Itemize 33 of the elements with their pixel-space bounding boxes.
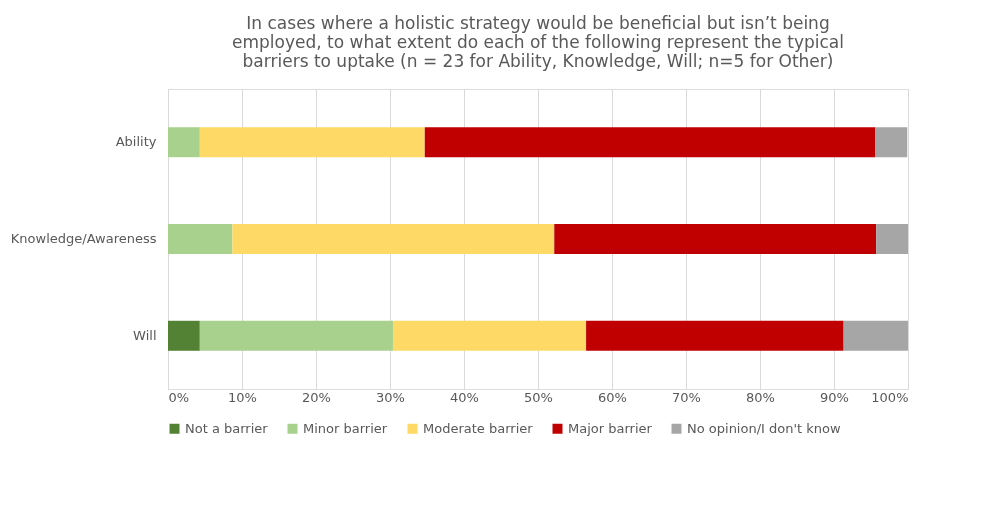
- x-tick-label: 70%: [672, 389, 701, 405]
- x-tick-label: 60%: [598, 389, 627, 405]
- bar: [424, 127, 876, 158]
- legend-label: Minor barrier: [303, 420, 388, 436]
- y-tick-label: Knowledge/Awareness: [10, 231, 157, 246]
- x-tick-label: 10%: [228, 389, 257, 405]
- bar: [392, 320, 587, 351]
- x-tick-label: 20%: [302, 389, 331, 405]
- bar: [876, 224, 908, 254]
- x-tick-label: 100%: [871, 389, 909, 405]
- chart-title: In cases where a holistic strategy would be beneficial but isn’t being employed, to what extent do each of the following represent the typical barriers to uptake (n = 23 for Ability, Knowledge, Will; n=5 for Other): [232, 13, 844, 71]
- bar: [586, 320, 844, 351]
- bar: [232, 224, 555, 254]
- bar: [168, 127, 200, 158]
- bar: [168, 224, 233, 254]
- x-tick-label: 30%: [376, 389, 405, 405]
- x-tick-label: 0%: [168, 389, 190, 405]
- x-tick-label: 90%: [820, 389, 849, 405]
- bar: [199, 320, 393, 351]
- legend-label: Moderate barrier: [423, 420, 534, 436]
- y-tick-label: Will: [133, 327, 157, 343]
- legend-label: Not a barrier: [185, 420, 269, 436]
- bar: [875, 127, 908, 158]
- x-tick-label: 40%: [450, 389, 479, 405]
- legend-label: Major barrier: [568, 420, 653, 436]
- bar: [843, 320, 908, 351]
- y-tick-label: Ability: [115, 134, 157, 150]
- bar: [554, 224, 877, 254]
- x-tick-label: 50%: [524, 389, 553, 405]
- legend-label: No opinion/I don't know: [687, 420, 841, 436]
- bar: [199, 127, 425, 158]
- x-tick-label: 80%: [746, 389, 775, 405]
- bar: [168, 320, 200, 351]
